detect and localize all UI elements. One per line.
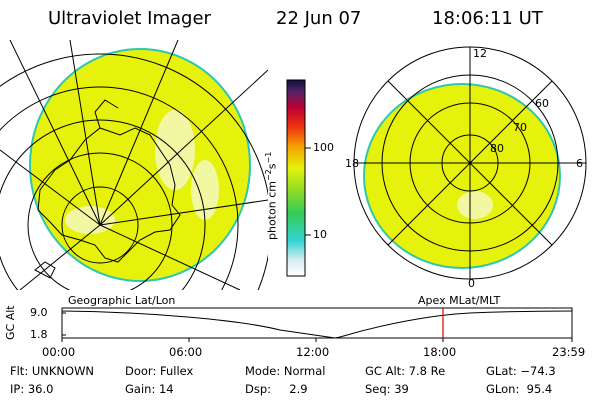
colorbar — [286, 79, 306, 277]
time-label: 18:06:11 UT — [432, 8, 543, 29]
timeline-ylabel: GC Alt — [4, 305, 17, 340]
seq-info: Seq: 39 — [365, 382, 409, 396]
mlt-label-6: 6 — [576, 157, 583, 170]
apex-title: Apex MLat/MLT — [418, 294, 501, 307]
date-label: 22 Jun 07 — [276, 8, 362, 29]
gain-info: Gain: 14 — [125, 382, 174, 396]
gc-alt-info: GC Alt: 7.8 Re — [365, 364, 446, 378]
mlat-label-70: 70 — [513, 121, 527, 134]
ytick-bottom: 1.8 — [30, 328, 48, 341]
glat-info: GLat: −74.3 — [486, 364, 556, 378]
altitude-curve — [61, 310, 573, 339]
mlat-label-80: 80 — [490, 142, 504, 155]
geographic-map — [0, 40, 268, 290]
mlt-label-18: 18 — [345, 157, 359, 170]
xtick-1800: 18:00 — [423, 345, 457, 359]
aurora-disk-right — [363, 83, 561, 269]
door-info: Door: Fullex — [125, 364, 194, 378]
instrument-title: Ultraviolet Imager — [48, 8, 211, 29]
colorbar-label: photon cm−2s−1 — [264, 151, 279, 240]
xtick-2359: 23:59 — [552, 345, 586, 359]
mlt-label-0: 0 — [468, 277, 475, 290]
mlt-lines — [354, 47, 586, 279]
mlat-label-60: 60 — [535, 97, 549, 110]
dsp-info: Dsp: 2.9 — [245, 382, 308, 396]
meridian-lines — [0, 40, 268, 290]
latitude-circles — [0, 53, 268, 290]
altitude-timeline — [61, 307, 573, 339]
xtick-0600: 06:00 — [169, 345, 203, 359]
mode-info: Mode: Normal — [245, 364, 326, 378]
xtick-0000: 00:00 — [42, 345, 76, 359]
colorbar-tick-10: 10 — [313, 228, 327, 241]
flight-info: Flt: UNKNOWN — [10, 364, 95, 378]
glon-info: GLon: 95.4 — [486, 382, 553, 396]
mlt-label-12: 12 — [473, 47, 487, 60]
xtick-1200: 12:00 — [296, 345, 330, 359]
ytick-top: 9.0 — [30, 306, 48, 319]
ip-info: IP: 36.0 — [10, 382, 54, 396]
geographic-title: Geographic Lat/Lon — [68, 294, 176, 307]
magnetic-polar-plot — [353, 46, 587, 280]
colorbar-tick-100: 100 — [313, 141, 334, 154]
